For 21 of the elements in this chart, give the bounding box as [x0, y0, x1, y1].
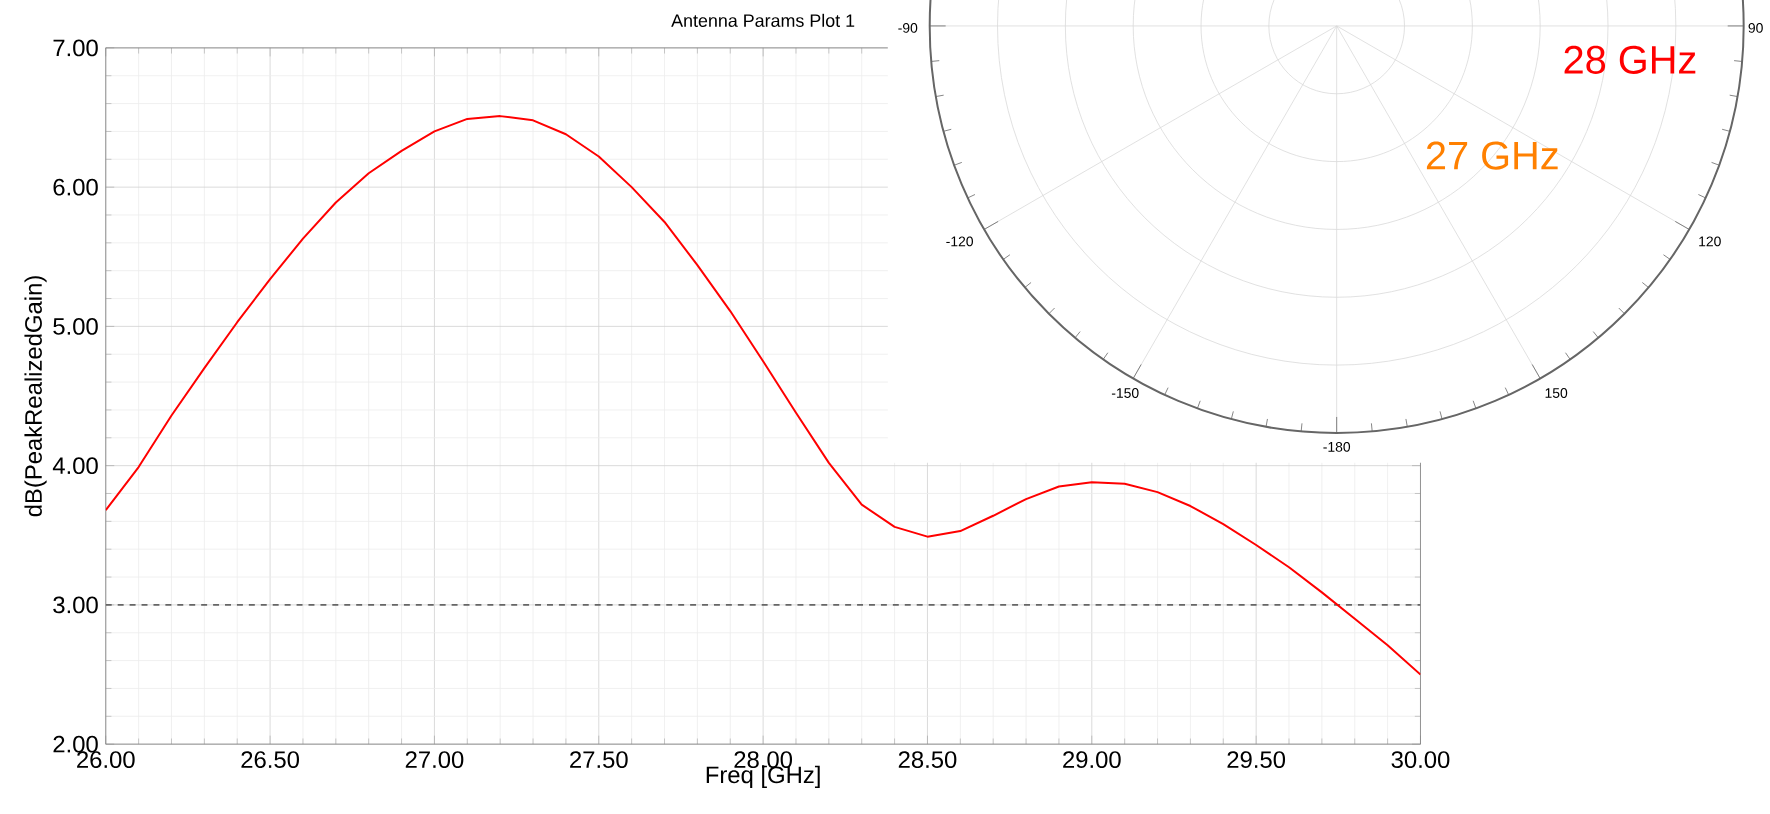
x-tick-label: 26.50: [241, 751, 300, 769]
x-tick-label: 28.50: [898, 751, 957, 769]
line-series: [105, 115, 1421, 676]
y-tick-label: 7.00: [53, 39, 98, 57]
y-tick-label: 6.00: [53, 178, 98, 196]
x-tick-label: 29.00: [1063, 751, 1121, 769]
x-tick-label: 28.00: [734, 751, 793, 769]
x-tick-label: 29.50: [1227, 751, 1286, 769]
text: 27 GHz: [1426, 141, 1558, 170]
x-tick-label: 30.00: [1391, 751, 1450, 769]
y-tick-label: 5.00: [53, 317, 98, 335]
x-tick-label: 27.50: [570, 751, 628, 769]
chart-title: Antenna Params Plot 1: [671, 13, 855, 27]
text: 28 GHz: [1564, 45, 1696, 74]
x-tick-label: 26.00: [77, 751, 135, 769]
y-tick-label: 2.00: [53, 735, 98, 753]
x-tick-label: 27.00: [405, 751, 464, 769]
x-axis-title: Freq [GHz]: [706, 765, 820, 788]
y-tick-label: 3.00: [53, 596, 98, 614]
y-axis-title: dB(PeakRealizedGain): [24, 276, 47, 517]
y-tick-label: 4.00: [52, 457, 98, 475]
